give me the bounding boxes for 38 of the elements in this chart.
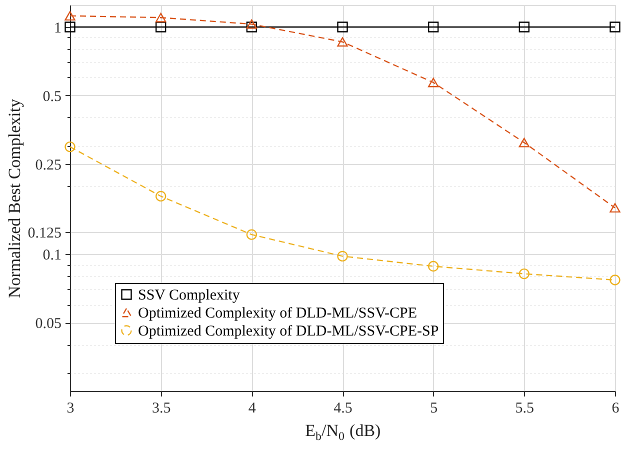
x-tick-label: 5 <box>430 400 438 416</box>
legend-label: Optimized Complexity of DLD-ML/SSV-CPE-SP <box>138 324 439 340</box>
point <box>518 138 530 148</box>
x-tick-label: 4.5 <box>334 400 352 416</box>
x-tick-label: 4 <box>248 400 256 416</box>
point <box>337 37 348 47</box>
point <box>155 12 166 22</box>
y-axis-title: Normalized Best Complexity <box>4 98 24 298</box>
point <box>64 141 76 152</box>
y-tick-label: 0.25 <box>35 157 62 174</box>
point <box>610 274 620 286</box>
y-tick-label: 0.5 <box>42 88 62 105</box>
x-tick-label: 6 <box>612 400 620 416</box>
point <box>155 190 166 202</box>
point <box>246 19 258 29</box>
point <box>64 22 76 32</box>
point <box>246 229 258 240</box>
point <box>610 22 620 32</box>
point <box>155 22 166 32</box>
point <box>428 78 439 88</box>
x-tick-label: 3 <box>66 400 74 416</box>
legend-label: Optimized Complexity of DLD-ML/SSV-CPE <box>138 306 418 322</box>
y-tick-label: 1 <box>54 20 62 37</box>
point <box>246 22 258 32</box>
point <box>337 22 348 32</box>
point <box>518 22 530 32</box>
point <box>428 260 439 272</box>
legend-label: SSV Complexity <box>138 288 240 304</box>
point <box>64 11 76 21</box>
y-tick-label: 0.1 <box>42 248 62 264</box>
point <box>610 203 620 213</box>
point <box>428 22 439 32</box>
point <box>337 250 348 262</box>
x-tick-label: 3.5 <box>152 400 171 416</box>
y-tick-label: 0.125 <box>28 226 62 242</box>
x-tick-label: 5.5 <box>515 400 534 416</box>
point <box>518 268 530 280</box>
y-tick-label: 0.05 <box>35 316 62 332</box>
